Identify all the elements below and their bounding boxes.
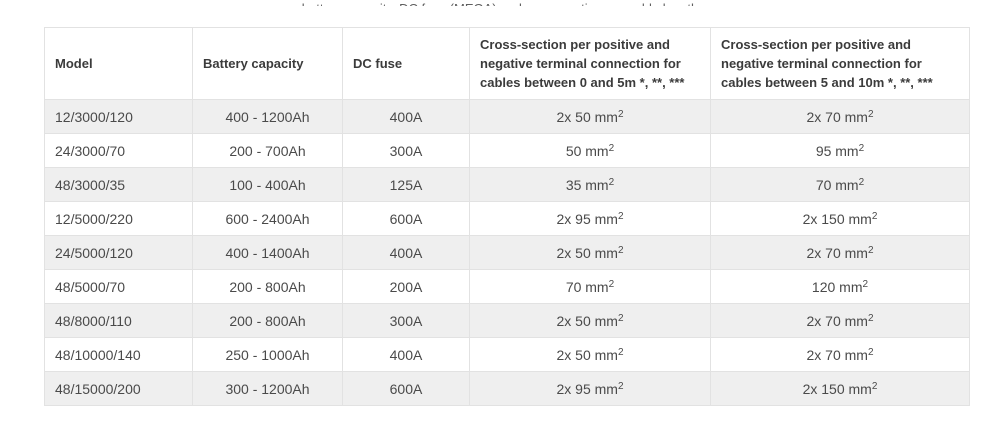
table-row: 12/3000/120 400 - 1200Ah 400A 2x 50 mm2 2x 7… (44, 99, 970, 134)
superscript-2: 2 (858, 176, 865, 188)
superscript-2: 2 (871, 210, 878, 222)
dc-fuse-cell: 600A (342, 371, 470, 406)
clipped-caption: battery capacity, DC fuse (MEGA) and cro… (0, 0, 1000, 6)
cross-section-0-5m-cell: 2x 50 mm2 (469, 303, 711, 338)
column-header: Battery capacity (192, 27, 343, 100)
column-header: Cross-section per positive and negative … (710, 27, 970, 100)
table-row: 48/15000/200 300 - 1200Ah 600A 2x 95 mm2 2x … (44, 371, 970, 406)
superscript-2: 2 (617, 312, 624, 324)
superscript-2: 2 (617, 244, 624, 256)
superscript-2: 2 (867, 244, 874, 256)
cross-section-5-10m-cell: 2x 150 mm2 (710, 201, 970, 236)
battery-capacity-cell: 100 - 400Ah (192, 167, 343, 202)
column-header: Model (44, 27, 193, 100)
dc-fuse-cell: 600A (342, 201, 470, 236)
superscript-2: 2 (617, 380, 624, 392)
battery-capacity-cell: 400 - 1200Ah (192, 99, 343, 134)
dc-fuse-cell: 125A (342, 167, 470, 202)
cross-section-0-5m-cell: 2x 95 mm2 (469, 201, 711, 236)
cross-section-5-10m-cell: 70 mm2 (710, 167, 970, 202)
cross-section-0-5m-cell: 2x 50 mm2 (469, 337, 711, 372)
table-row: 48/8000/110 200 - 800Ah 300A 2x 50 mm2 2x 70… (44, 303, 970, 338)
battery-capacity-cell: 400 - 1400Ah (192, 235, 343, 270)
model-cell: 12/5000/220 (44, 201, 193, 236)
superscript-2: 2 (608, 176, 615, 188)
battery-capacity-cell: 250 - 1000Ah (192, 337, 343, 372)
superscript-2: 2 (608, 278, 615, 290)
cross-section-0-5m-cell: 70 mm2 (469, 269, 711, 304)
model-cell: 48/10000/140 (44, 337, 193, 372)
cross-section-5-10m-cell: 2x 150 mm2 (710, 371, 970, 406)
cross-section-5-10m-cell: 95 mm2 (710, 133, 970, 168)
superscript-2: 2 (608, 142, 615, 154)
cross-section-5-10m-cell: 2x 70 mm2 (710, 235, 970, 270)
dc-fuse-cell: 400A (342, 99, 470, 134)
superscript-2: 2 (617, 346, 624, 358)
battery-capacity-cell: 300 - 1200Ah (192, 371, 343, 406)
cross-section-5-10m-cell: 120 mm2 (710, 269, 970, 304)
battery-capacity-cell: 200 - 700Ah (192, 133, 343, 168)
table-row: 48/10000/140 250 - 1000Ah 400A 2x 50 mm2 2x … (44, 337, 970, 372)
table-row: 24/5000/120 400 - 1400Ah 400A 2x 50 mm2 2x 7… (44, 235, 970, 270)
battery-capacity-cell: 200 - 800Ah (192, 269, 343, 304)
superscript-2: 2 (617, 108, 624, 120)
dc-fuse-cell: 400A (342, 337, 470, 372)
spec-table: Model Battery capacity DC fuse Cross-sectio… (44, 27, 970, 406)
cross-section-0-5m-cell: 35 mm2 (469, 167, 711, 202)
model-cell: 24/5000/120 (44, 235, 193, 270)
table-row: 48/5000/70 200 - 800Ah 200A 70 mm2 120 mm2 (44, 269, 970, 304)
cross-section-0-5m-cell: 50 mm2 (469, 133, 711, 168)
model-cell: 48/15000/200 (44, 371, 193, 406)
superscript-2: 2 (867, 108, 874, 120)
dc-fuse-cell: 400A (342, 235, 470, 270)
superscript-2: 2 (871, 380, 878, 392)
cross-section-5-10m-cell: 2x 70 mm2 (710, 99, 970, 134)
model-cell: 12/3000/120 (44, 99, 193, 134)
superscript-2: 2 (858, 142, 865, 154)
header-row: Model Battery capacity DC fuse Cross-sectio… (44, 27, 970, 100)
battery-capacity-cell: 600 - 2400Ah (192, 201, 343, 236)
column-header: DC fuse (342, 27, 470, 100)
model-cell: 48/8000/110 (44, 303, 193, 338)
model-cell: 24/3000/70 (44, 133, 193, 168)
cross-section-5-10m-cell: 2x 70 mm2 (710, 303, 970, 338)
dc-fuse-cell: 300A (342, 133, 470, 168)
model-cell: 48/3000/35 (44, 167, 193, 202)
cross-section-0-5m-cell: 2x 50 mm2 (469, 235, 711, 270)
column-header: Cross-section per positive and negative … (469, 27, 711, 100)
cross-section-5-10m-cell: 2x 70 mm2 (710, 337, 970, 372)
cross-section-0-5m-cell: 2x 50 mm2 (469, 99, 711, 134)
superscript-2: 2 (867, 346, 874, 358)
dc-fuse-cell: 300A (342, 303, 470, 338)
superscript-2: 2 (867, 312, 874, 324)
table-row: 12/5000/220 600 - 2400Ah 600A 2x 95 mm2 2x 1… (44, 201, 970, 236)
superscript-2: 2 (617, 210, 624, 222)
table-row: 48/3000/35 100 - 400Ah 125A 35 mm2 70 mm2 (44, 167, 970, 202)
battery-capacity-cell: 200 - 800Ah (192, 303, 343, 338)
model-cell: 48/5000/70 (44, 269, 193, 304)
dc-fuse-cell: 200A (342, 269, 470, 304)
table-body: 12/3000/120 400 - 1200Ah 400A 2x 50 mm2 2x 7… (44, 99, 970, 406)
cross-section-0-5m-cell: 2x 95 mm2 (469, 371, 711, 406)
table-row: 24/3000/70 200 - 700Ah 300A 50 mm2 95 mm2 (44, 133, 970, 168)
clipped-caption-text: battery capacity, DC fuse (MEGA) and cro… (302, 0, 698, 6)
superscript-2: 2 (862, 278, 869, 290)
